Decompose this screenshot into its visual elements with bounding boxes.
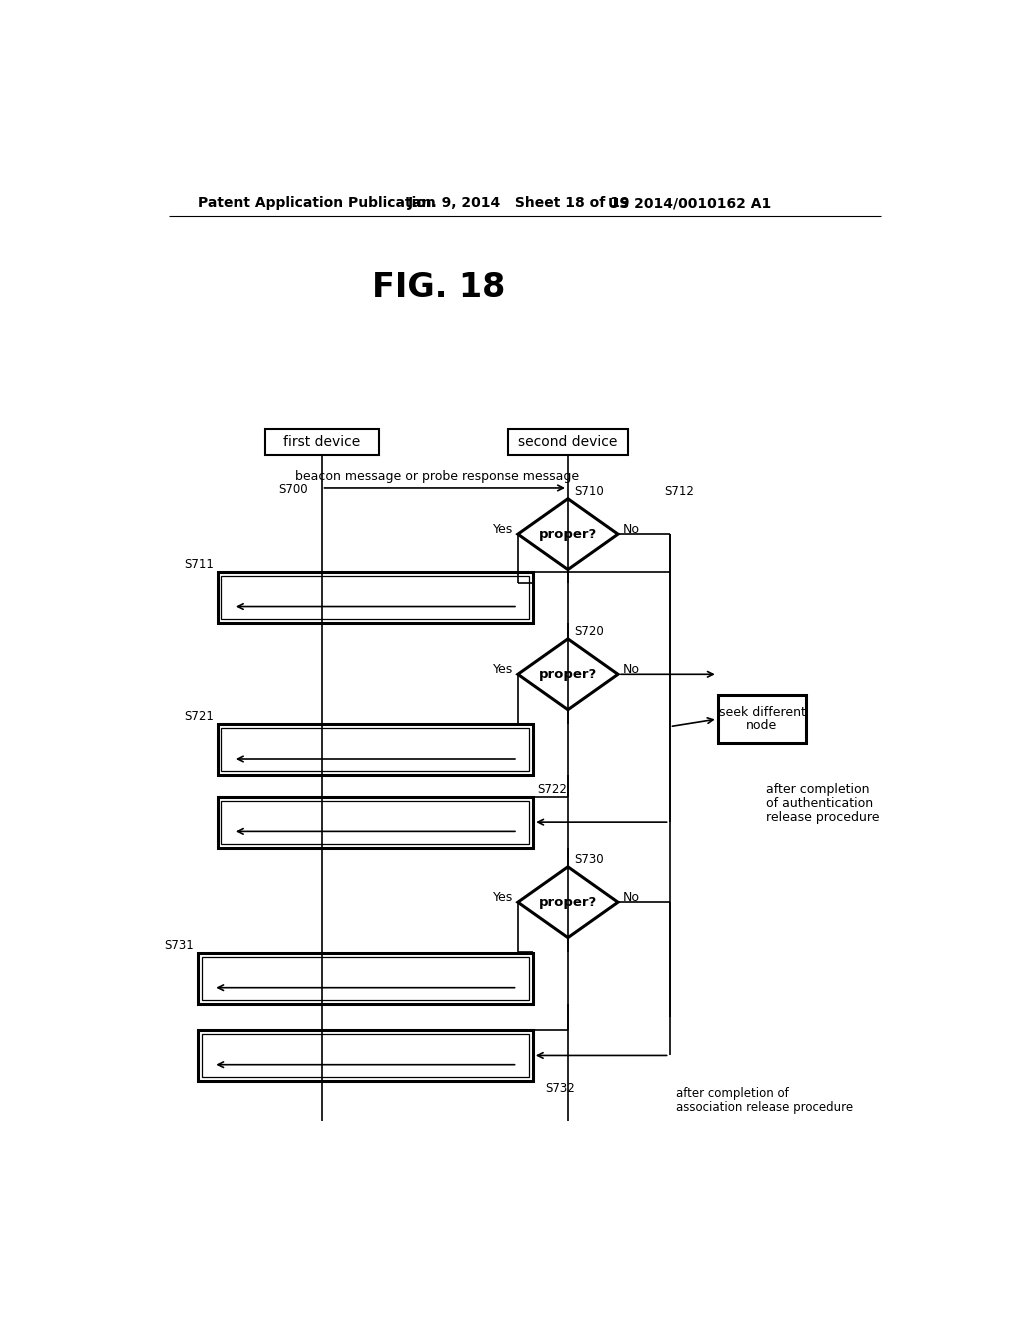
Text: No: No: [623, 523, 640, 536]
Text: S720: S720: [574, 624, 604, 638]
Text: first device: first device: [283, 434, 360, 449]
Bar: [198, 1030, 532, 1081]
Text: Jan. 9, 2014   Sheet 18 of 19: Jan. 9, 2014 Sheet 18 of 19: [408, 197, 630, 210]
Text: perform authentication procedure: perform authentication procedure: [262, 583, 488, 597]
Polygon shape: [518, 639, 617, 710]
Text: exchange message for IEEE802.16m network entry: exchange message for IEEE802.16m network…: [205, 964, 526, 977]
Text: S712: S712: [665, 484, 694, 498]
Text: US 2014/0010162 A1: US 2014/0010162 A1: [608, 197, 771, 210]
Text: S710: S710: [574, 484, 604, 498]
Text: after completion: after completion: [766, 783, 869, 796]
Text: beacon message or probe response message: beacon message or probe response message: [295, 470, 580, 483]
Text: perform authentication release procedure: perform authentication release procedure: [236, 808, 515, 821]
Text: S722: S722: [538, 783, 567, 796]
Polygon shape: [518, 867, 617, 937]
Text: association release procedure: association release procedure: [676, 1101, 853, 1114]
Text: No: No: [623, 663, 640, 676]
Text: S711: S711: [184, 557, 214, 570]
Text: release procedure: release procedure: [766, 810, 880, 824]
Bar: [217, 572, 534, 623]
Text: FIG. 18: FIG. 18: [372, 272, 505, 305]
Text: perform association procedure: perform association procedure: [273, 735, 478, 748]
Text: after completion of: after completion of: [676, 1088, 788, 1101]
Text: proper?: proper?: [539, 668, 597, 681]
Bar: [508, 429, 628, 455]
Text: No: No: [623, 891, 640, 904]
Text: of authentication: of authentication: [766, 797, 872, 810]
Text: proper?: proper?: [539, 528, 597, 541]
Bar: [202, 957, 529, 1001]
Bar: [217, 797, 534, 847]
Text: seek different: seek different: [719, 706, 806, 719]
Bar: [221, 576, 529, 619]
Text: Patent Application Publication: Patent Application Publication: [199, 197, 436, 210]
Bar: [221, 729, 529, 771]
Bar: [198, 953, 532, 1003]
Text: S730: S730: [574, 853, 604, 866]
Bar: [718, 696, 806, 743]
Bar: [202, 1034, 529, 1077]
Text: Yes: Yes: [493, 663, 513, 676]
Text: node: node: [746, 718, 777, 731]
Text: perform association release procedure: perform association release procedure: [237, 1041, 495, 1055]
Text: S700: S700: [279, 483, 307, 496]
Bar: [217, 725, 534, 775]
Bar: [264, 429, 379, 455]
Text: S731: S731: [164, 939, 195, 952]
Text: Yes: Yes: [493, 891, 513, 904]
Text: second device: second device: [518, 434, 617, 449]
Text: S732: S732: [545, 1082, 574, 1096]
Text: S721: S721: [184, 710, 214, 723]
Text: proper?: proper?: [539, 896, 597, 908]
Bar: [221, 800, 529, 843]
Text: Yes: Yes: [493, 523, 513, 536]
Polygon shape: [518, 499, 617, 570]
